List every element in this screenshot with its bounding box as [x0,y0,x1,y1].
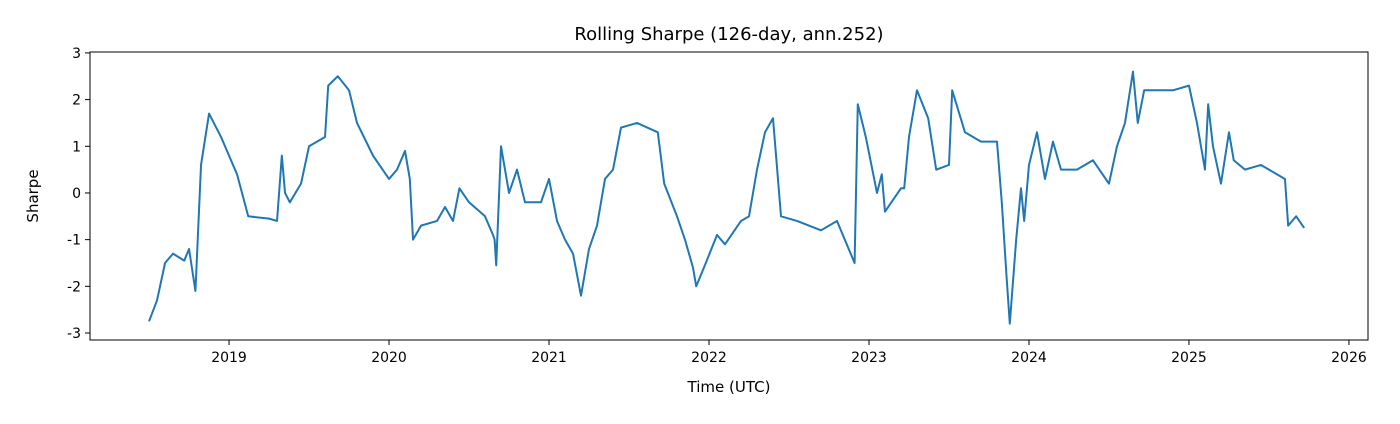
x-tick-label: 2019 [211,350,247,366]
x-tick-label: 2025 [1171,350,1207,366]
x-tick-label: 2022 [691,350,727,366]
y-tick-label: 1 [72,139,81,155]
line-series [148,70,1305,325]
x-axis-label: Time (UTC) [687,378,771,396]
y-tick-label: -2 [67,279,81,295]
x-tick-label: 2026 [1331,350,1367,366]
y-tick-label: 3 [72,46,81,62]
x-tick-label: 2020 [371,350,407,366]
chart-title: Rolling Sharpe (126-day, ann.252) [574,24,883,45]
y-tick-label: 2 [72,93,81,109]
x-tick-label: 2021 [531,350,567,366]
x-tick-label: 2024 [1011,350,1047,366]
y-tick-label: -1 [67,233,81,249]
y-tick-label: -3 [67,326,81,342]
y-axis-label: Sharpe [24,169,42,222]
plot-frame [89,51,1369,341]
y-tick-label: 0 [72,186,81,202]
x-tick-label: 2023 [851,350,887,366]
